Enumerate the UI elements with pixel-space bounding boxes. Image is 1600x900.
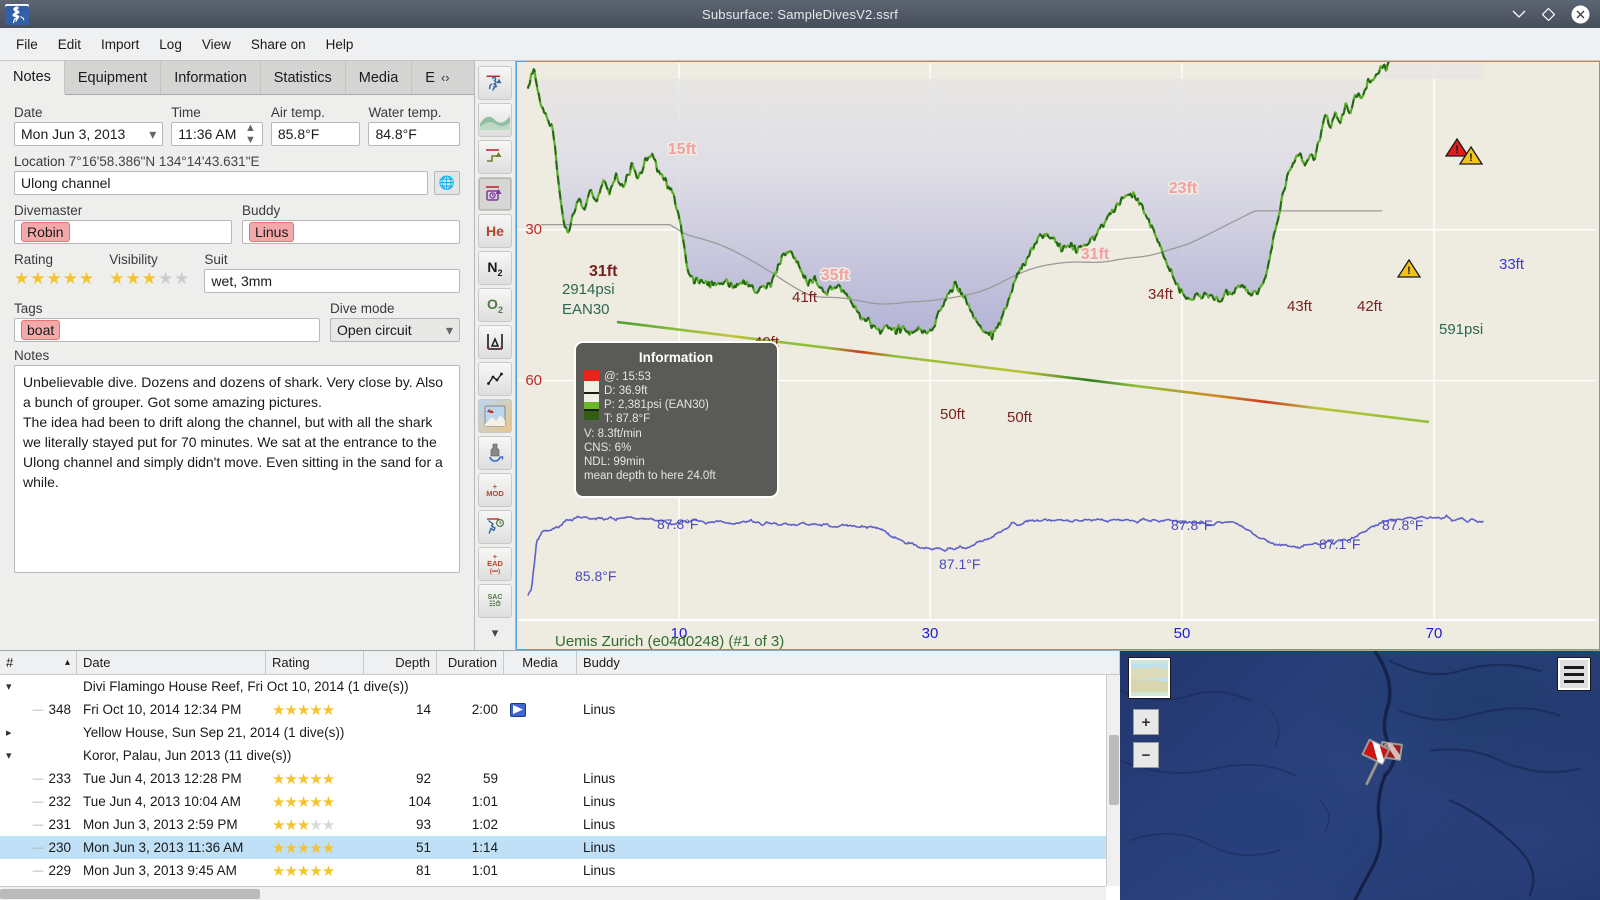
svg-text:87.8°F: 87.8°F xyxy=(1171,517,1212,533)
svg-text:35ft: 35ft xyxy=(821,267,850,284)
svg-text:D: 36.9ft: D: 36.9ft xyxy=(604,385,648,397)
svg-text:42ft: 42ft xyxy=(1357,298,1383,315)
svg-text:87.8°F: 87.8°F xyxy=(657,516,698,532)
svg-text:15ft: 15ft xyxy=(668,141,697,158)
svg-text:30: 30 xyxy=(525,221,542,238)
svg-text:87.1°F: 87.1°F xyxy=(1319,536,1360,552)
svg-text:87.8°F: 87.8°F xyxy=(1382,517,1423,533)
svg-text:!: ! xyxy=(1455,144,1459,156)
svg-text:85.8°F: 85.8°F xyxy=(575,568,616,584)
svg-text:31ft: 31ft xyxy=(589,263,618,280)
svg-text:Uemis Zurich (e04d0248) (#1 of: Uemis Zurich (e04d0248) (#1 of 3) xyxy=(555,633,784,650)
svg-text:591psi: 591psi xyxy=(1439,321,1483,338)
svg-text:!: ! xyxy=(1407,265,1411,277)
svg-text:T: 87.8°F: T: 87.8°F xyxy=(604,413,650,425)
svg-text:33ft: 33ft xyxy=(1499,256,1525,273)
svg-text:23ft: 23ft xyxy=(1169,180,1198,197)
svg-text:50ft: 50ft xyxy=(940,406,966,423)
svg-text:V: 8.3ft/min: V: 8.3ft/min xyxy=(584,428,642,440)
svg-text:31ft: 31ft xyxy=(1081,246,1110,263)
svg-text:NDL: 99min: NDL: 99min xyxy=(584,456,645,468)
svg-text:41ft: 41ft xyxy=(792,289,818,306)
svg-text:43ft: 43ft xyxy=(1287,298,1313,315)
svg-text:87.1°F: 87.1°F xyxy=(939,556,980,572)
svg-text:34ft: 34ft xyxy=(1148,286,1174,303)
svg-text:50: 50 xyxy=(1174,625,1191,642)
svg-text:mean depth to here 24.0ft: mean depth to here 24.0ft xyxy=(584,470,717,482)
svg-text:30: 30 xyxy=(922,625,939,642)
svg-text:60: 60 xyxy=(525,372,542,389)
svg-text:Information: Information xyxy=(639,350,713,365)
svg-text:CNS: 6%: CNS: 6% xyxy=(584,442,631,454)
svg-text:70: 70 xyxy=(1426,625,1443,642)
svg-text:50ft: 50ft xyxy=(1007,409,1033,426)
svg-text:P: 2,381psi (EAN30): P: 2,381psi (EAN30) xyxy=(604,399,709,411)
svg-text:2914psi: 2914psi xyxy=(562,281,615,298)
svg-text:EAN30: EAN30 xyxy=(562,301,610,318)
svg-text:!: ! xyxy=(1469,152,1473,164)
svg-text:@: 15:53: @: 15:53 xyxy=(604,371,651,383)
